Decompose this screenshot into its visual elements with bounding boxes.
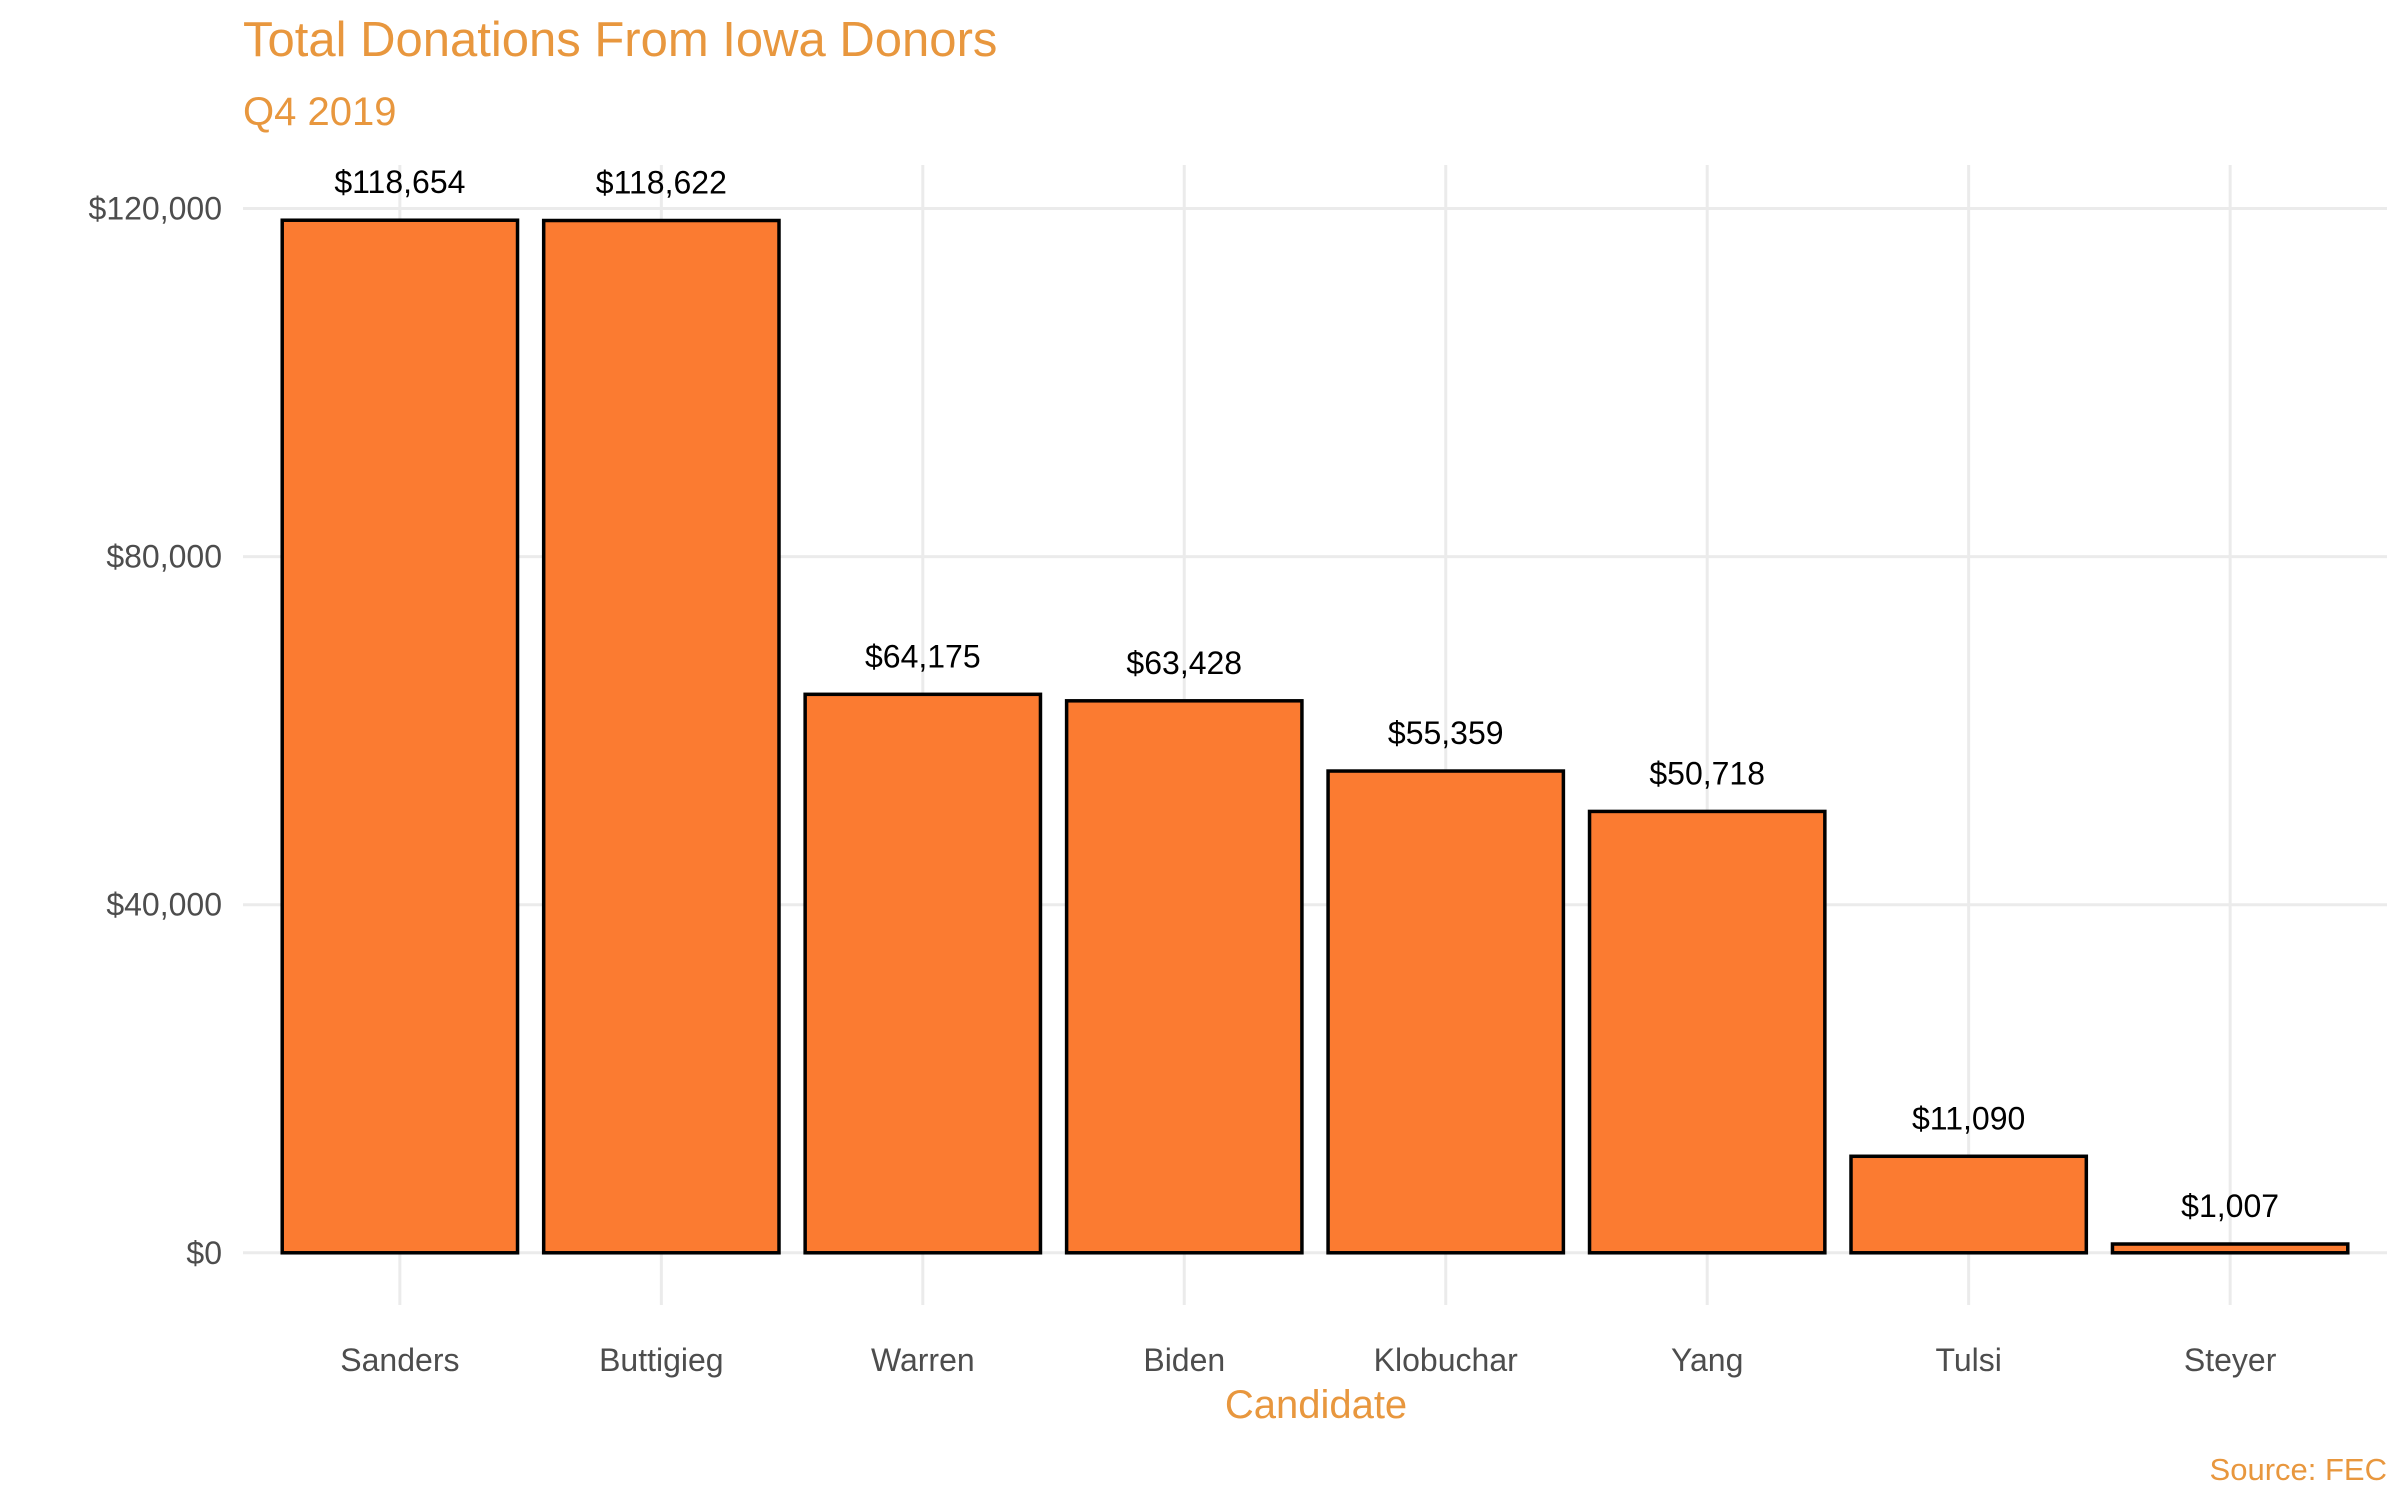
x-tick-label: Warren xyxy=(871,1342,975,1378)
data-label: $64,175 xyxy=(865,638,981,674)
bar-steyer xyxy=(2110,1242,2350,1255)
bar-sanders xyxy=(280,218,520,1255)
x-tick-label: Biden xyxy=(1143,1342,1225,1378)
bar-tulsi xyxy=(1849,1154,2089,1255)
x-tick-label: Yang xyxy=(1671,1342,1743,1378)
y-tick-label: $80,000 xyxy=(106,539,222,575)
x-tick-label: Klobuchar xyxy=(1374,1342,1518,1378)
x-tick-label: Tulsi xyxy=(1935,1342,2001,1378)
data-label: $55,359 xyxy=(1388,715,1504,751)
bar-warren xyxy=(803,692,1043,1255)
chart-subtitle: Q4 2019 xyxy=(243,90,396,134)
chart-title: Total Donations From Iowa Donors xyxy=(243,13,997,67)
y-axis: $0 $40,000 $80,000 $120,000 xyxy=(89,191,222,1271)
x-axis-title: Candidate xyxy=(1225,1383,1407,1427)
x-tick-label: Buttigieg xyxy=(599,1342,724,1378)
x-tick-label: Sanders xyxy=(340,1342,459,1378)
bar-biden xyxy=(1064,699,1304,1255)
data-label: $50,718 xyxy=(1649,755,1765,791)
data-label: $118,654 xyxy=(334,164,465,200)
bars xyxy=(280,218,2350,1255)
bar-klobuchar xyxy=(1326,769,1566,1255)
y-tick-label: $120,000 xyxy=(89,191,222,227)
data-label: $1,007 xyxy=(2181,1188,2279,1224)
data-label: $118,622 xyxy=(596,165,727,201)
y-tick-label: $40,000 xyxy=(106,887,222,923)
data-labels: $118,654 $118,622 $64,175 $63,428 $55,359 $50… xyxy=(334,164,2279,1224)
data-label: $63,428 xyxy=(1126,645,1242,681)
bar-buttigieg xyxy=(541,218,781,1255)
x-tick-label: Steyer xyxy=(2184,1342,2277,1378)
x-axis: Sanders Buttigieg Warren Biden Klobuchar Yang… xyxy=(340,1342,2276,1378)
bar-yang xyxy=(1587,809,1827,1255)
chart-caption: Source: FEC xyxy=(2210,1452,2387,1487)
data-label: $11,090 xyxy=(1912,1100,2025,1136)
y-tick-label: $0 xyxy=(186,1235,222,1271)
